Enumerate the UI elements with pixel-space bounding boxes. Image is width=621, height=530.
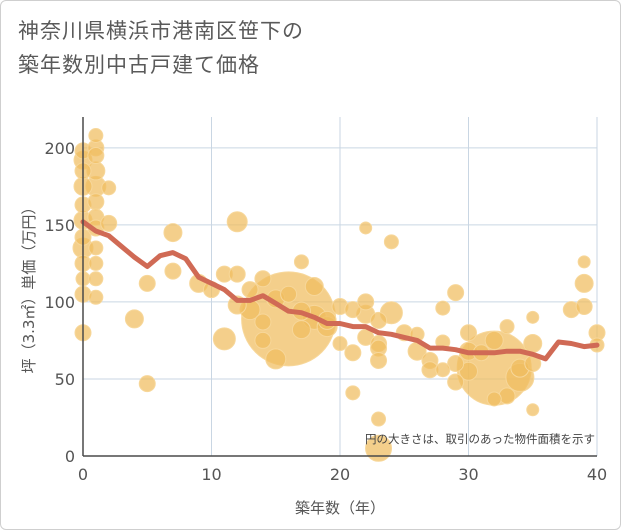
data-bubble <box>332 336 348 352</box>
y-tick-label: 100 <box>44 293 75 312</box>
data-bubble <box>88 255 104 271</box>
data-bubble <box>345 385 361 401</box>
data-bubble <box>254 331 272 349</box>
data-bubble <box>498 387 516 405</box>
data-bubble <box>574 273 594 293</box>
data-bubble <box>138 375 156 393</box>
data-bubble <box>484 330 504 350</box>
data-bubble <box>88 127 104 143</box>
data-bubble <box>280 285 298 303</box>
data-bubble <box>383 234 399 250</box>
data-bubble <box>459 361 478 381</box>
trend-layer <box>80 219 600 362</box>
data-bubble <box>87 147 105 165</box>
y-tick-label: 50 <box>55 370 75 389</box>
data-bubble <box>359 221 373 235</box>
data-bubble <box>88 289 104 305</box>
data-bubble <box>371 411 387 427</box>
x-axis-label: 築年数（年） <box>295 499 385 517</box>
x-tick-label: 10 <box>201 465 221 484</box>
data-bubble <box>88 271 104 287</box>
data-bubble <box>365 434 393 462</box>
data-bubble <box>523 334 543 354</box>
data-bubble <box>499 319 515 335</box>
data-bubble <box>486 391 502 407</box>
data-bubble <box>447 284 465 302</box>
data-bubble <box>526 403 540 417</box>
data-bubble <box>226 211 248 233</box>
data-bubble <box>435 300 451 316</box>
data-bubble <box>87 193 105 211</box>
x-tick-label: 40 <box>587 465 607 484</box>
data-bubble <box>304 277 324 296</box>
data-bubble <box>577 255 591 269</box>
data-bubble <box>241 281 259 299</box>
data-bubble <box>254 270 272 288</box>
bubble-size-note: 円の大きさは、取引のあった物件面積を示す <box>365 432 595 446</box>
data-bubble <box>100 214 118 232</box>
x-tick-label: 30 <box>458 465 478 484</box>
data-bubble <box>447 355 465 373</box>
data-bubble <box>575 298 593 316</box>
data-bubble <box>254 313 272 331</box>
data-bubble <box>212 327 236 351</box>
data-bubble <box>460 324 477 342</box>
chart-title-line1: 神奈川県横浜市港南区笹下の <box>18 19 304 43</box>
data-bubble <box>291 320 311 340</box>
data-bubble <box>163 223 183 243</box>
axes-layer: 0 10 20 30 40 0 50 100 150 200 <box>44 117 607 484</box>
y-tick-label: 200 <box>44 139 75 158</box>
data-bubble <box>435 362 451 378</box>
y-tick-label: 0 <box>65 447 75 466</box>
data-bubble <box>265 348 287 370</box>
data-bubble <box>164 262 182 280</box>
data-bubble <box>101 180 117 196</box>
chart-title: 神奈川県横浜市港南区笹下の 築年数別中古戸建て価格 <box>18 14 578 82</box>
chart-title-line2: 築年数別中古戸建て価格 <box>18 53 260 77</box>
data-bubble <box>370 351 388 369</box>
data-bubble <box>228 265 246 283</box>
grid-lines <box>83 117 598 456</box>
x-tick-label: 0 <box>78 465 88 484</box>
trend-line <box>80 219 600 362</box>
data-bubble <box>124 309 144 329</box>
data-bubble <box>370 311 388 329</box>
data-bubble <box>344 301 362 319</box>
data-bubble <box>447 373 465 391</box>
data-bubble <box>293 254 309 270</box>
data-bubble <box>357 293 375 311</box>
data-bubble <box>138 274 156 292</box>
x-tick-label: 20 <box>330 465 350 484</box>
data-bubble <box>88 240 104 256</box>
data-bubble <box>344 344 362 362</box>
y-axis-label: 坪（3.3㎡）単価（万円） <box>20 200 38 374</box>
y-tick-label: 150 <box>44 216 75 235</box>
data-bubble <box>526 310 540 324</box>
bubbles-layer <box>72 127 606 462</box>
